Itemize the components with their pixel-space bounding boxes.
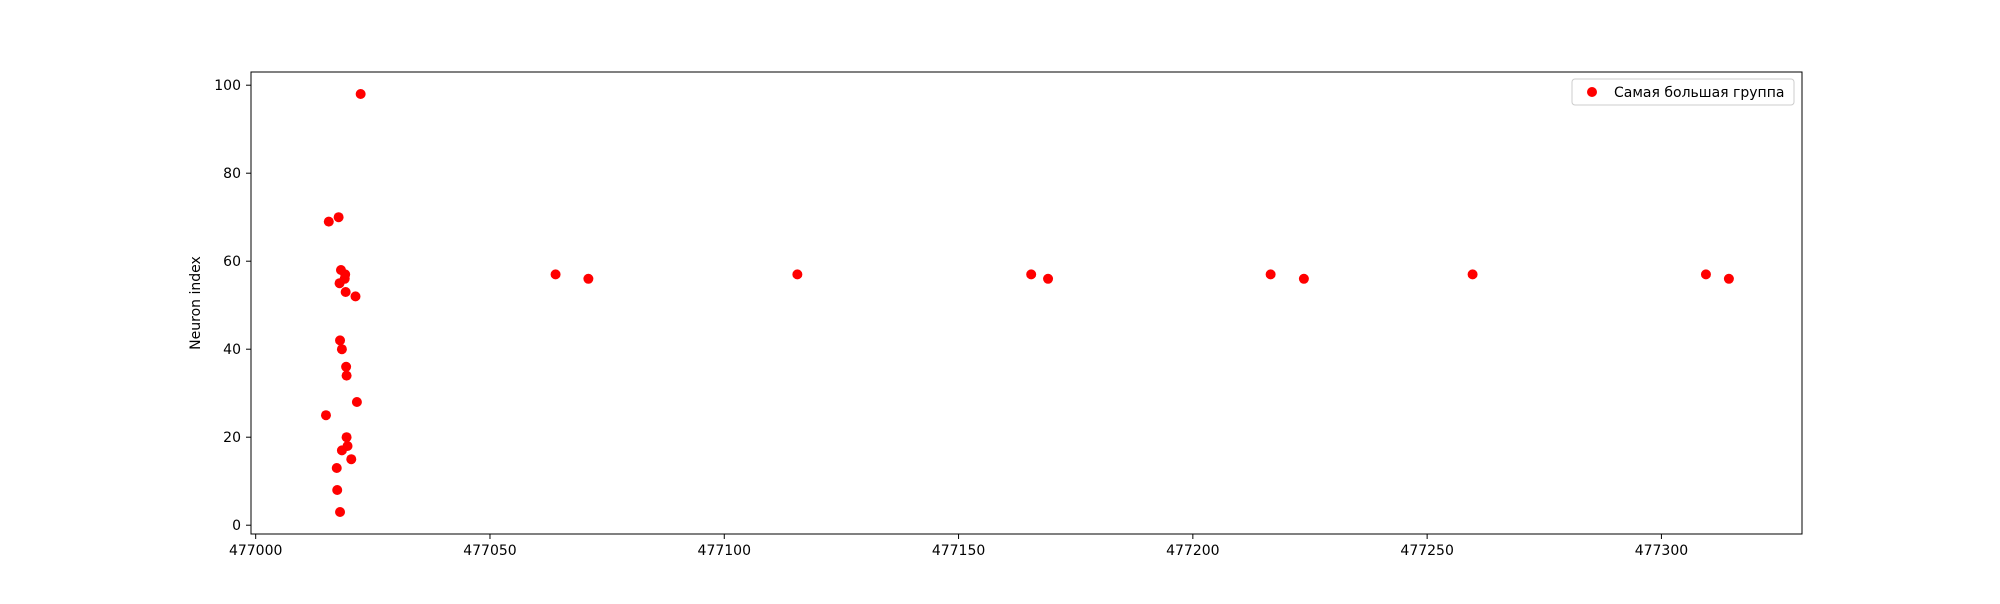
data-point <box>550 269 561 280</box>
data-point <box>1467 269 1478 280</box>
legend-box <box>1571 78 1795 106</box>
data-point <box>332 485 343 495</box>
data-point <box>335 507 346 517</box>
data-point <box>341 370 352 381</box>
data-point <box>1298 273 1309 284</box>
data-point <box>342 441 353 451</box>
data-point <box>340 287 351 297</box>
legend-marker <box>1587 87 1597 97</box>
data-point <box>1026 269 1037 280</box>
plot-area <box>250 71 1803 535</box>
data-point <box>1265 269 1276 280</box>
y-tick-label: 100 <box>214 78 241 94</box>
x-axis: 477000 477050 477100 477150 477200 477250 4773… <box>229 534 1688 559</box>
x-tick-label: 477200 <box>1166 543 1219 559</box>
data-point <box>333 212 344 223</box>
x-tick-label: 477250 <box>1400 543 1453 559</box>
y-tick-label: 40 <box>223 342 241 358</box>
data-point <box>340 269 351 280</box>
data-point <box>320 410 331 421</box>
data-point <box>323 216 334 227</box>
data-point <box>331 463 342 473</box>
data-point <box>346 454 357 465</box>
data-point <box>1700 269 1711 280</box>
y-tick-label: 80 <box>223 166 241 182</box>
x-tick-label: 477100 <box>698 543 751 559</box>
x-tick-label: 477000 <box>229 543 282 559</box>
data-point <box>355 89 366 99</box>
legend-label: Самая большая группа <box>1614 85 1784 101</box>
legend: Самая большая группа <box>1571 78 1795 106</box>
data-point <box>1043 273 1054 284</box>
plot-frame <box>250 71 1803 535</box>
data-point <box>1723 273 1734 284</box>
data-point <box>341 361 352 372</box>
y-tick-label: 20 <box>223 430 241 446</box>
y-axis-label: Neuron index <box>188 256 204 350</box>
data-point <box>350 291 361 302</box>
x-tick-label: 477050 <box>463 543 516 559</box>
data-point <box>335 335 346 346</box>
y-tick-label: 60 <box>223 254 241 270</box>
data-point <box>351 397 362 407</box>
data-point <box>341 432 352 443</box>
y-tick-label: 0 <box>232 518 241 534</box>
x-tick-label: 477300 <box>1635 543 1688 559</box>
y-axis: 0 20 40 60 80 100 <box>214 78 251 534</box>
x-tick-label: 477150 <box>932 543 985 559</box>
data-point <box>583 273 594 284</box>
data-point <box>336 344 347 355</box>
data-point <box>792 269 803 280</box>
